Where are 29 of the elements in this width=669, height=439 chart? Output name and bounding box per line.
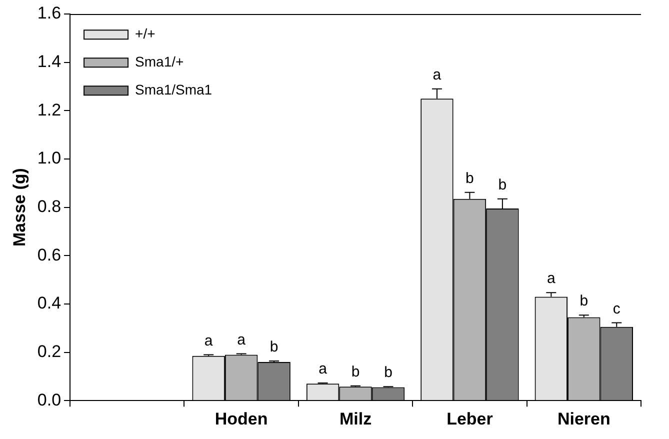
annotation: b (351, 364, 360, 380)
annotation: b (466, 170, 474, 187)
x-tick-label: Leber (446, 409, 494, 428)
annotation: b (270, 338, 278, 356)
y-tick-label: 0.8 (37, 196, 62, 216)
annotation: a (432, 66, 442, 84)
annotation: b (580, 292, 588, 310)
annotation: b (384, 364, 392, 382)
x-tick-label: Hoden (214, 409, 268, 428)
annotation: a (204, 332, 214, 350)
y-tick-label: 0.2 (37, 342, 62, 361)
y-tick-label: 1.2 (37, 100, 62, 120)
x-tick-label: Nieren (557, 409, 610, 428)
y-tick-label: 1.4 (37, 52, 62, 72)
legend-label: Sma1/Sma1 (135, 81, 212, 98)
y-tick-label: 0.6 (37, 245, 62, 264)
annotation: b (498, 176, 507, 194)
y-axis-title: Masse (g) (10, 168, 29, 247)
annotation: a (237, 331, 246, 348)
legend-label: Sma1/+ (135, 53, 184, 70)
y-tick-label: 0.0 (37, 390, 62, 410)
x-tick-label: Milz (339, 409, 372, 428)
annotation: c (612, 300, 621, 318)
annotation: a (546, 270, 556, 288)
y-tick-label: 1.0 (37, 148, 62, 168)
legend-label: +/+ (135, 25, 156, 42)
annotation: a (318, 360, 328, 378)
y-tick-label: 0.4 (37, 294, 62, 313)
y-tick-label: 1.6 (37, 4, 62, 23)
